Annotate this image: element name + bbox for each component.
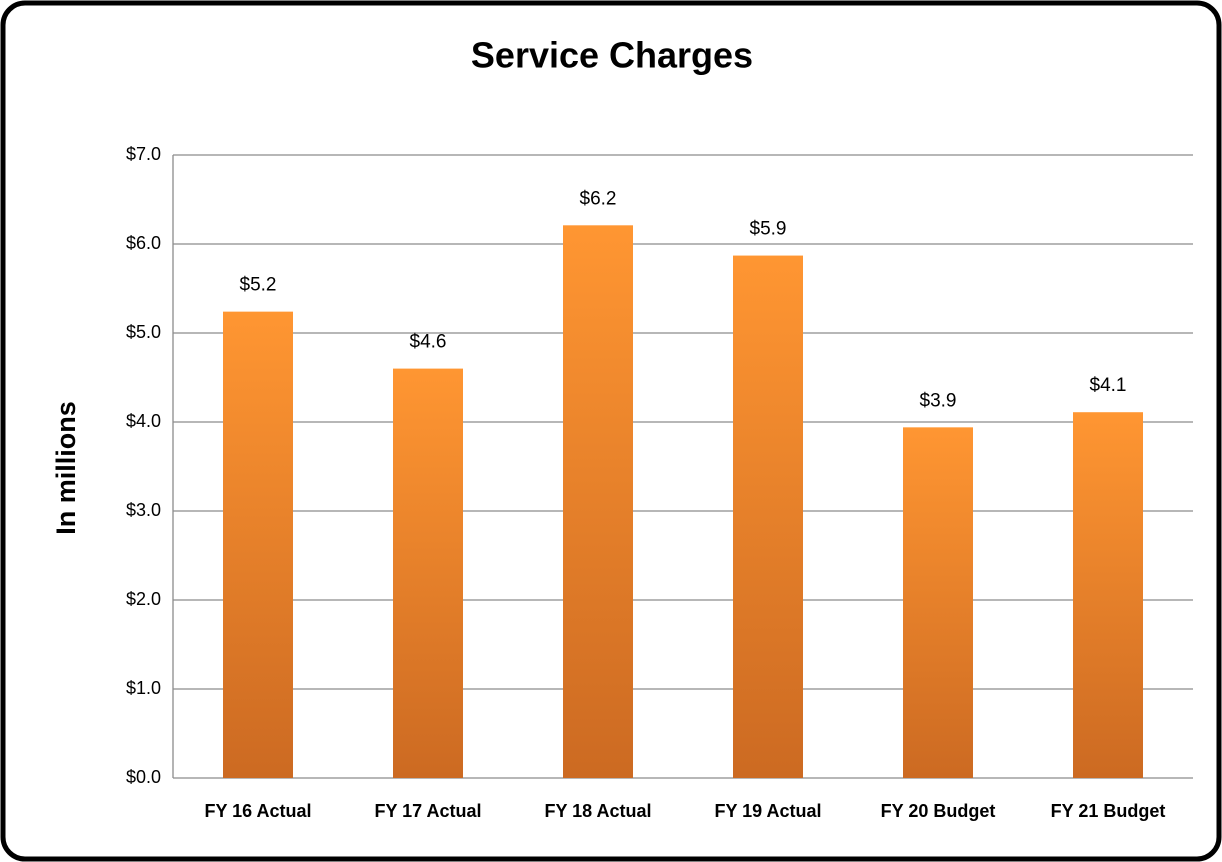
y-tick-label: $7.0 — [126, 144, 161, 164]
y-tick-label: $0.0 — [126, 767, 161, 787]
y-tick-label: $2.0 — [126, 589, 161, 609]
y-tick-label: $6.0 — [126, 233, 161, 253]
chart-title: Service Charges — [471, 35, 753, 76]
y-tick-label: $4.0 — [126, 411, 161, 431]
y-tick-label: $3.0 — [126, 500, 161, 520]
bar — [903, 427, 973, 778]
y-tick-label: $5.0 — [126, 322, 161, 342]
value-label: $4.1 — [1090, 375, 1127, 396]
x-tick-label: FY 20 Budget — [881, 801, 996, 821]
bar — [223, 311, 293, 778]
bar — [733, 255, 803, 778]
x-tick-label: FY 18 Actual — [544, 801, 651, 821]
value-label: $6.2 — [580, 188, 617, 209]
x-tick-label: FY 19 Actual — [714, 801, 821, 821]
x-tick-label: FY 21 Budget — [1051, 801, 1166, 821]
bar — [1073, 412, 1143, 778]
value-label: $5.9 — [750, 219, 787, 240]
value-label: $5.2 — [240, 275, 277, 296]
value-label: $3.9 — [920, 390, 957, 411]
x-tick-label: FY 16 Actual — [204, 801, 311, 821]
value-label: $4.6 — [410, 332, 447, 353]
bar — [563, 225, 633, 778]
x-tick-label: FY 17 Actual — [374, 801, 481, 821]
y-tick-label: $1.0 — [126, 678, 161, 698]
bar — [393, 368, 463, 778]
y-axis-label: In millions — [51, 401, 81, 535]
